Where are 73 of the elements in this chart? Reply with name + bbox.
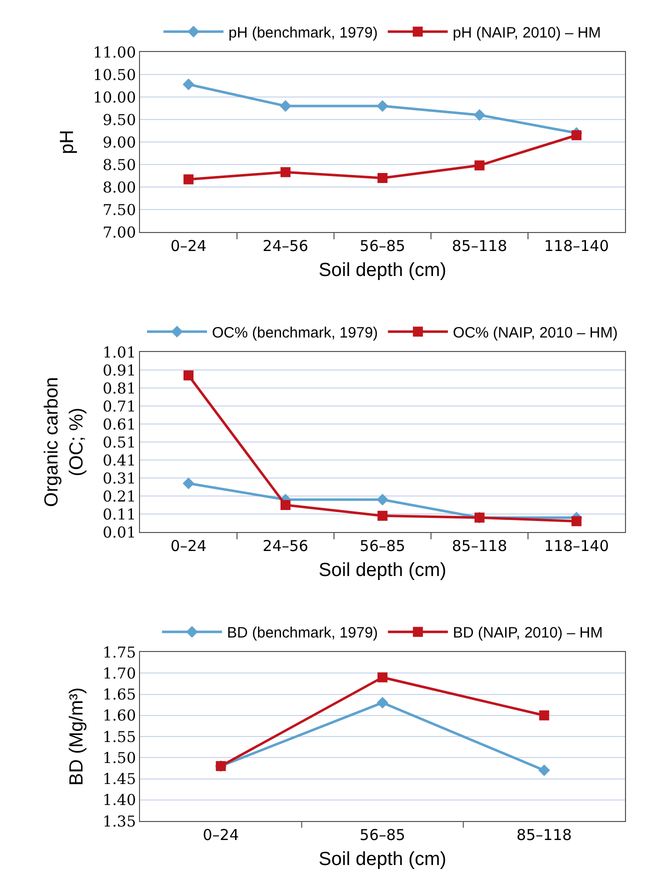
y-tick-label: 1.70 (102, 664, 136, 682)
legend-label: pH (benchmark, 1979) (228, 24, 378, 42)
point (378, 173, 388, 183)
x-tick-label: 56–85 (360, 826, 406, 844)
y-tick-label: 0.61 (102, 415, 136, 434)
point (572, 516, 582, 526)
y-tick-label: 9.00 (102, 133, 136, 152)
point (378, 672, 388, 682)
point (572, 130, 582, 140)
legend-label: pH (NAIP, 2010) – HM (452, 24, 601, 42)
y-tick-label: 0.51 (102, 433, 136, 452)
point (182, 78, 194, 90)
point (378, 510, 388, 521)
x-tick-label: 118–140 (544, 537, 609, 555)
y-tick-label: 1.65 (102, 686, 136, 704)
y-tick-label: 0.21 (102, 487, 136, 506)
legend-label: OC% (benchmark, 1979) (212, 324, 378, 342)
x-tick-label: 56–85 (360, 537, 406, 555)
point (280, 167, 290, 178)
y-tick-label: 0.91 (102, 361, 136, 380)
y-tick-label: 9.50 (102, 110, 136, 129)
y-tick-label: 0.01 (102, 523, 136, 542)
y-tick-label: 0.81 (102, 379, 136, 398)
y-tick-label: 7.00 (102, 223, 136, 242)
point (280, 100, 292, 112)
y-tick-label: 7.50 (102, 200, 136, 219)
point (184, 174, 194, 184)
x-tick-label: 0–24 (170, 537, 207, 555)
point (182, 478, 194, 490)
y-tick-label: 0.71 (102, 397, 136, 416)
point (376, 696, 388, 709)
legend-label: BD (benchmark, 1979) (227, 624, 378, 642)
x-tick-label: 0–24 (170, 237, 207, 255)
x-tick-label: 24–56 (262, 537, 308, 555)
y-axis-title: Organic carbon (OC; %) (42, 377, 88, 507)
x-axis-title: Soil depth (cm) (318, 848, 446, 870)
point (376, 100, 388, 112)
y-tick-label: 0.11 (102, 505, 136, 524)
y-tick-label: 1.40 (102, 791, 136, 810)
x-tick-label: 85–118 (452, 237, 508, 255)
y-axis-title: BD (Mg/m³) (66, 687, 88, 786)
y-tick-label: 1.55 (102, 728, 136, 746)
point (538, 764, 550, 776)
y-tick-label: 11.00 (93, 43, 136, 62)
x-tick-label: 24–56 (262, 237, 308, 255)
point (474, 109, 486, 121)
y-tick-label: 10.50 (93, 66, 136, 84)
y-tick-label: 1.75 (102, 643, 136, 662)
x-tick-label: 118–140 (544, 237, 609, 255)
point (376, 494, 388, 506)
y-tick-label: 10.00 (93, 88, 136, 106)
legend-label: OC% (NAIP, 2010 – HM) (452, 324, 618, 342)
y-tick-label: 0.41 (102, 451, 136, 470)
point (539, 710, 550, 720)
y-tick-label: 1.01 (102, 343, 136, 362)
x-axis-title: Soil depth (cm) (318, 260, 446, 281)
x-tick-label: 56–85 (360, 237, 406, 255)
x-tick-label: 85–118 (452, 537, 508, 555)
y-axis-title: pH (56, 130, 78, 154)
point (184, 370, 194, 380)
x-tick-label: 0–24 (202, 826, 239, 844)
y-tick-label: 1.60 (102, 706, 136, 725)
y-tick-label: 0.31 (102, 469, 136, 488)
y-tick-label: 1.45 (102, 770, 136, 788)
point (474, 160, 484, 170)
legend-label: BD (NAIP, 2010) – HM (452, 624, 603, 642)
x-axis-title: Soil depth (cm) (318, 560, 446, 581)
y-tick-label: 1.35 (102, 812, 136, 830)
x-tick-label: 85–118 (516, 826, 572, 844)
y-tick-label: 1.50 (102, 748, 136, 767)
y-tick-label: 8.00 (102, 178, 136, 196)
y-tick-label: 8.50 (102, 156, 136, 174)
point (280, 500, 290, 510)
